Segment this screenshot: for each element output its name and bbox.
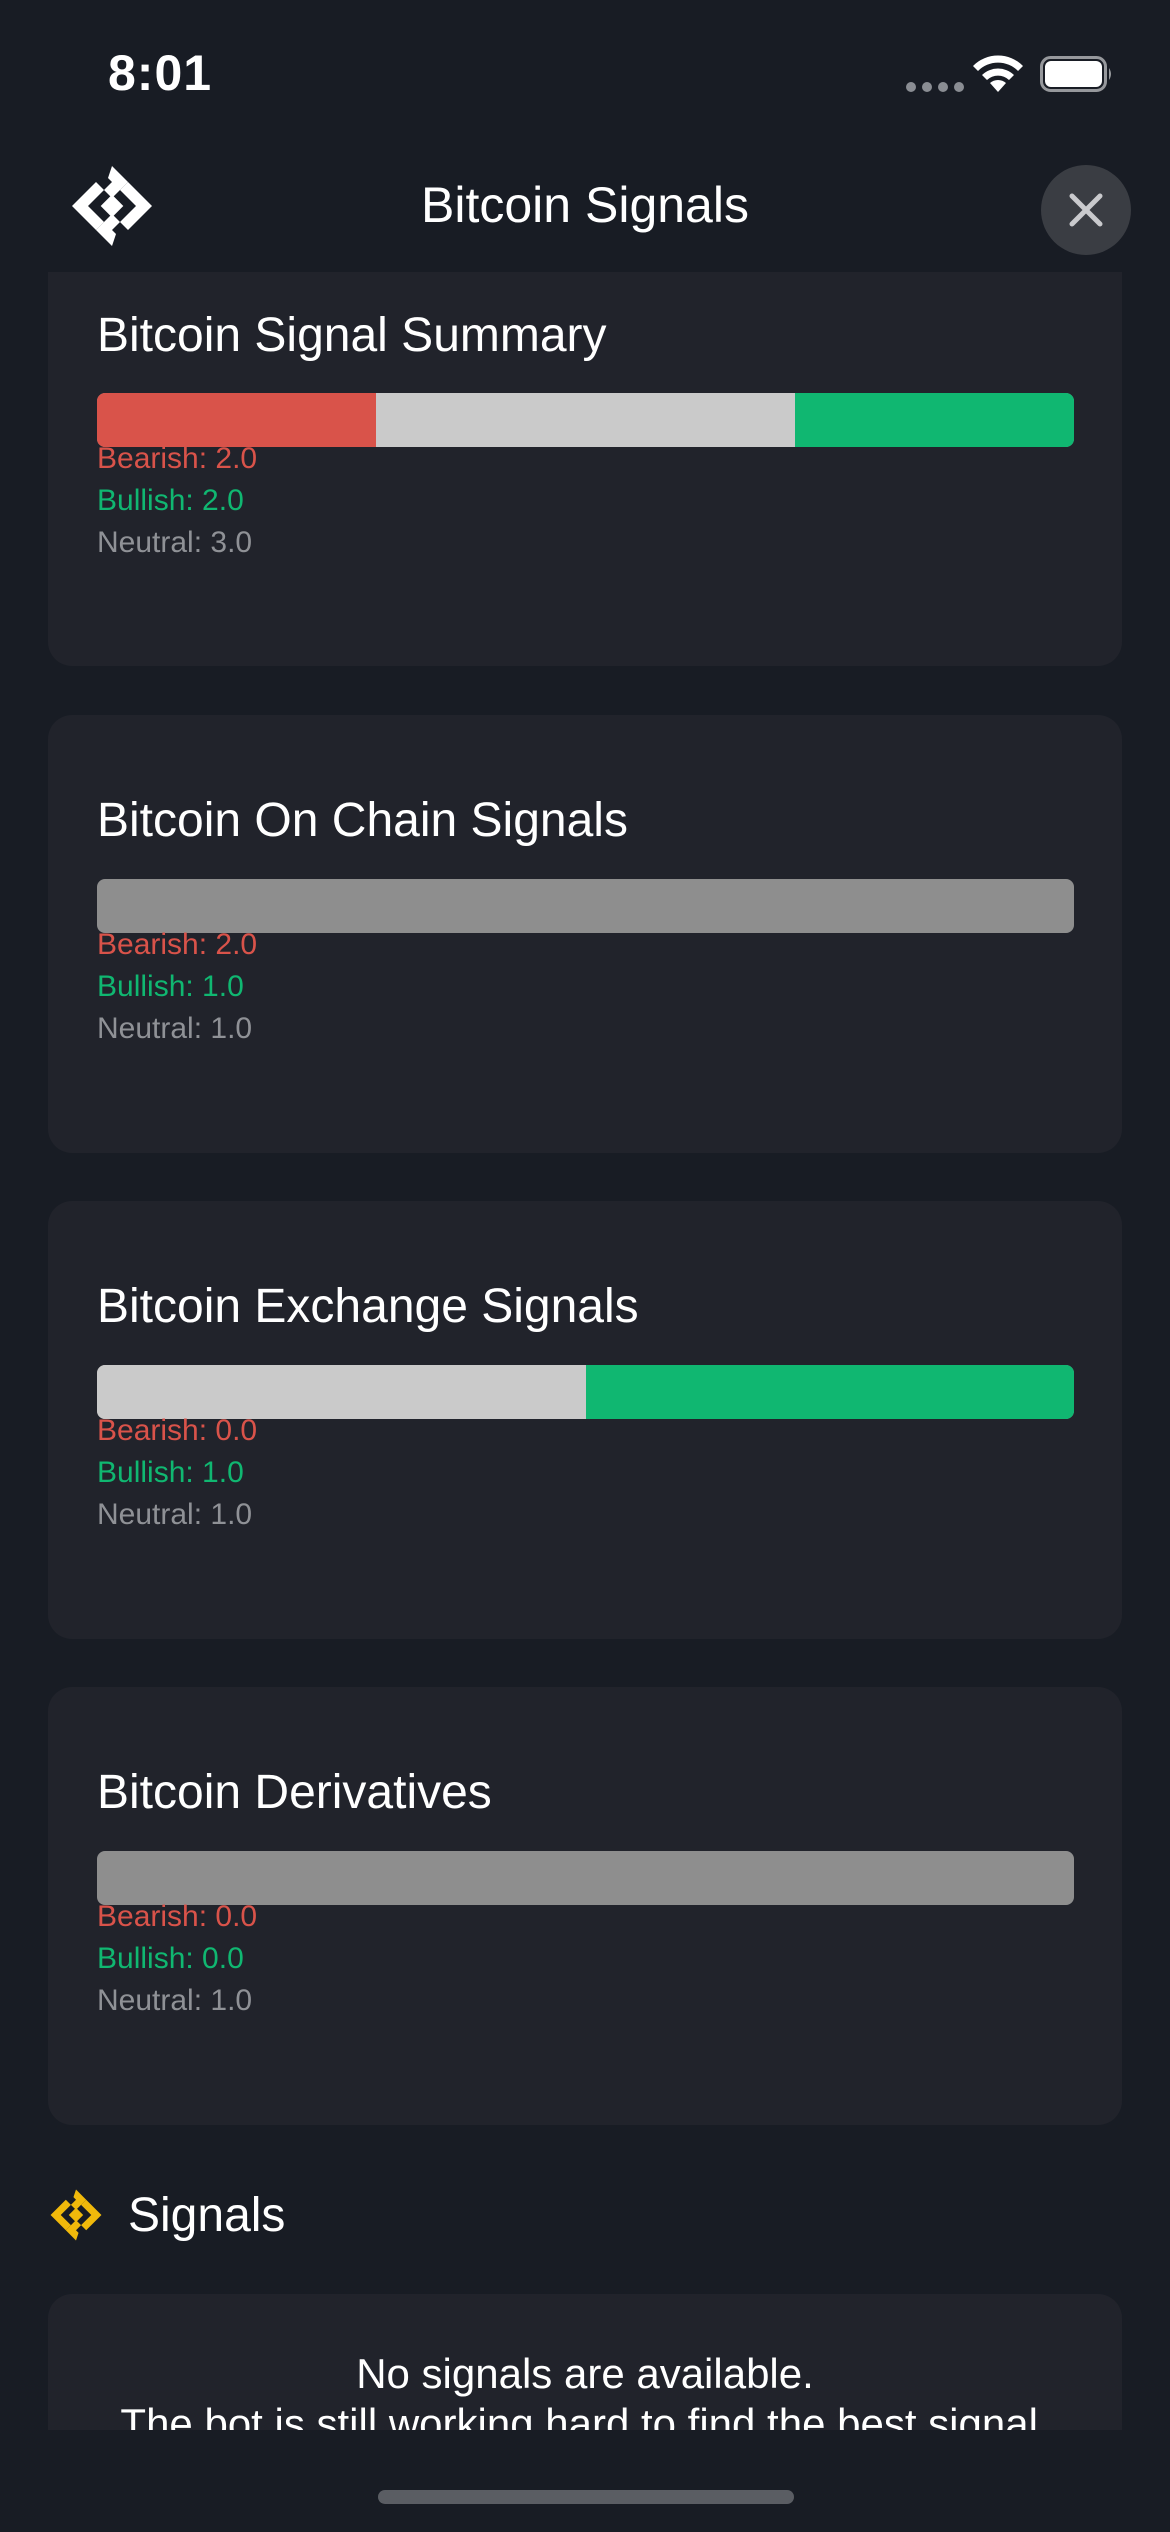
bearish-count: Bearish: 2.0 [97, 442, 258, 475]
cellular-signal-icon [906, 82, 964, 92]
neutral-segment [97, 1365, 586, 1419]
neutral-segment [376, 393, 795, 447]
signal-distribution-bar [97, 393, 1074, 447]
empty-message: No signals are available. [356, 2350, 814, 2397]
card-title: Bitcoin Derivatives [97, 1766, 492, 1819]
signal-stats: Bearish: 0.0 Bullish: 1.0 Neutral: 1.0 [97, 1410, 257, 1536]
bottom-safe-area [0, 2430, 1170, 2532]
home-indicator[interactable] [378, 2490, 794, 2504]
signal-distribution-bar [97, 879, 1074, 933]
scroll-content[interactable]: Bitcoin Signal Summary Bearish: 2.0 Bull… [0, 272, 1170, 2430]
bullish-count: Bullish: 1.0 [97, 970, 244, 1003]
neutral-count: Neutral: 1.0 [97, 1984, 253, 2017]
bearish-count: Bearish: 0.0 [97, 1900, 258, 1933]
signal-distribution-bar [97, 1851, 1074, 1905]
bullish-count: Bullish: 1.0 [97, 1456, 244, 1489]
card-title: Bitcoin Exchange Signals [97, 1280, 639, 1333]
close-button[interactable] [1041, 165, 1131, 255]
card-title: Bitcoin On Chain Signals [97, 794, 628, 847]
brand-logo-icon [72, 166, 152, 246]
card-title: Bitcoin Signal Summary [97, 309, 607, 362]
exchange-signals-card: Bitcoin Exchange Signals Bearish: 0.0 Bu… [48, 1201, 1122, 1639]
signal-distribution-bar [97, 1365, 1074, 1419]
signal-stats: Bearish: 0.0 Bullish: 0.0 Neutral: 1.0 [97, 1896, 257, 2022]
battery-icon [1040, 56, 1111, 92]
status-time: 8:01 [108, 45, 213, 101]
neutral-count: Neutral: 3.0 [97, 526, 253, 559]
signal-summary-card: Bitcoin Signal Summary Bearish: 2.0 Bull… [48, 272, 1122, 666]
bearish-count: Bearish: 2.0 [97, 928, 258, 961]
neutral-count: Neutral: 1.0 [97, 1012, 253, 1045]
signals-logo-icon [50, 2189, 102, 2241]
signal-stats: Bearish: 2.0 Bullish: 1.0 Neutral: 1.0 [97, 924, 257, 1050]
wifi-icon [973, 55, 1023, 92]
on-chain-signals-card: Bitcoin On Chain Signals Bearish: 2.0 Bu… [48, 715, 1122, 1153]
signals-title: Signals [128, 2188, 286, 2242]
nav-header: Bitcoin Signals [0, 150, 1170, 270]
bullish-segment [585, 1365, 1074, 1419]
signal-stats: Bearish: 2.0 Bullish: 2.0 Neutral: 3.0 [97, 438, 257, 564]
page-title: Bitcoin Signals [421, 177, 749, 233]
close-icon [1069, 193, 1103, 227]
signals-section-header: Signals [48, 2180, 285, 2250]
bullish-count: Bullish: 0.0 [97, 1942, 244, 1975]
derivatives-signals-card: Bitcoin Derivatives Bearish: 0.0 Bullish… [48, 1687, 1122, 2125]
empty-submessage: The bot is still working hard to find th… [120, 2400, 1050, 2430]
bullish-count: Bullish: 2.0 [97, 484, 244, 517]
neutral-count: Neutral: 1.0 [97, 1498, 253, 1531]
bearish-count: Bearish: 0.0 [97, 1414, 258, 1447]
signals-empty-card: No signals are available. The bot is sti… [48, 2294, 1122, 2430]
bullish-segment [794, 393, 1074, 447]
bearish-segment [97, 393, 377, 447]
status-bar: 8:01 [0, 0, 1170, 140]
